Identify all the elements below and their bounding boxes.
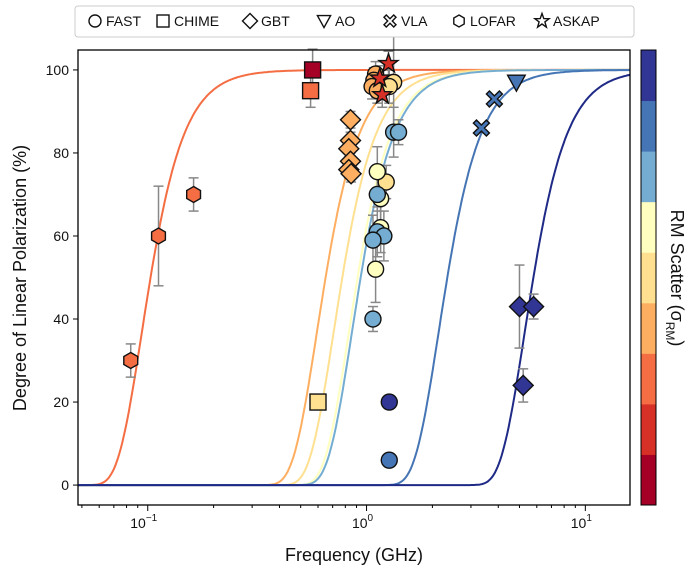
legend-marker-x-cross-icon — [383, 14, 397, 28]
colorbar-segment — [641, 403, 656, 455]
legend-label: ASKAP — [553, 13, 600, 29]
point-fast — [364, 231, 382, 249]
y-axis-label: Degree of Linear Polarization (%) — [10, 145, 30, 411]
point-fast — [380, 451, 398, 469]
legend-label: AO — [335, 13, 355, 29]
colorbar-segment — [641, 252, 656, 304]
legend-marker-star-icon — [532, 11, 552, 29]
x-axis-label: Frequency (GHz) — [285, 545, 423, 565]
colorbar-segment — [641, 201, 656, 253]
point-vla — [472, 119, 491, 137]
point-fast — [380, 393, 398, 411]
point-gbt — [522, 295, 545, 318]
legend-marker-diamond-icon — [241, 12, 259, 30]
colorbar-frame — [640, 49, 657, 506]
colorbar-label: RM Scatter (σRM) — [663, 210, 687, 347]
colorbar-segment — [641, 100, 656, 152]
point-chime — [301, 81, 320, 100]
point-chime — [303, 61, 322, 79]
legend-marker-triangle-down-icon — [316, 14, 332, 30]
point-lofar — [185, 185, 202, 204]
y-tick-label: 80 — [53, 145, 69, 161]
point-fast — [368, 185, 387, 204]
point-askap — [370, 82, 394, 105]
point-lofar — [123, 351, 139, 370]
point-fast — [364, 310, 382, 328]
y-tick-label: 20 — [53, 394, 69, 410]
legend-marker-hexagon-icon — [453, 14, 465, 28]
point-lofar — [150, 227, 167, 245]
legend-label: FAST — [106, 13, 141, 29]
colorbar-segment — [641, 151, 656, 203]
model-curve — [78, 73, 631, 487]
point-gbt — [340, 162, 363, 185]
axis-ticks: 0 20 40 60 80 100 10−1 100 101 — [46, 62, 593, 531]
point-ao — [506, 74, 527, 93]
x-tick-label: 100 — [352, 513, 374, 531]
legend: FAST CHIME GBT AO VLA LOFAR ASKAP — [74, 5, 635, 38]
colorbar-segment — [641, 302, 656, 354]
point-askap — [368, 66, 392, 89]
point-gbt — [512, 374, 535, 397]
y-tick-label: 60 — [53, 228, 69, 244]
point-fast — [366, 260, 385, 278]
colorbar-segment — [641, 50, 656, 102]
y-tick-label: 100 — [46, 62, 70, 78]
legend-label: CHIME — [174, 13, 219, 29]
point-fast — [389, 123, 408, 141]
legend-label: VLA — [401, 13, 428, 29]
point-gbt — [339, 108, 362, 131]
x-tick-label: 101 — [571, 513, 593, 531]
legend-label: LOFAR — [470, 13, 516, 29]
colorbar-segment — [641, 454, 656, 506]
y-tick-label: 0 — [61, 477, 69, 493]
colorbar-segment — [641, 353, 656, 405]
legend-marker-circle-icon — [88, 14, 102, 28]
point-fast — [368, 162, 387, 181]
model-curves — [78, 68, 631, 487]
plot-frame — [77, 49, 631, 506]
y-tick-label: 40 — [53, 311, 69, 327]
legend-label: GBT — [261, 13, 290, 29]
point-chime — [309, 393, 327, 411]
x-tick-label: 10−1 — [130, 513, 157, 531]
data-points — [123, 51, 545, 469]
colorbar — [640, 49, 657, 506]
point-vla — [485, 90, 504, 108]
legend-marker-square-icon — [156, 14, 170, 28]
legend-box — [74, 5, 635, 38]
point-askap — [376, 51, 401, 74]
